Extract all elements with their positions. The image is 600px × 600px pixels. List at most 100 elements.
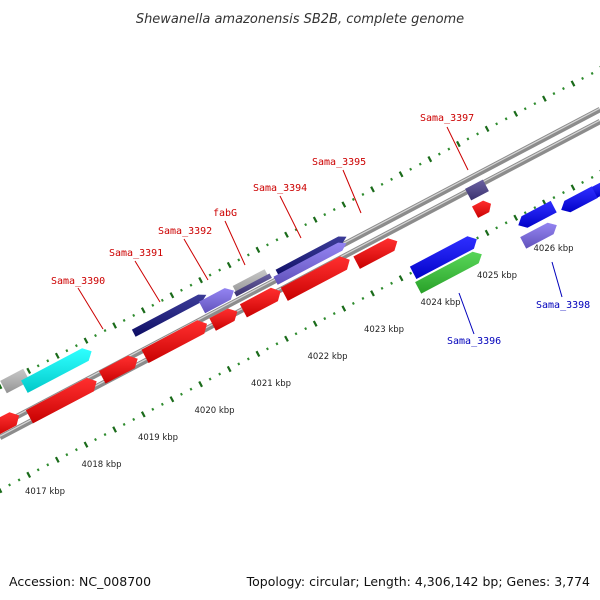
outer-ring-minor-tick: [495, 122, 499, 126]
inner-ring-minor-tick: [237, 362, 241, 366]
outer-ring-major-tick: [169, 292, 175, 299]
inner-ring-minor-tick: [151, 407, 155, 411]
outer-ring-major-tick: [312, 216, 318, 223]
inner-ring-minor-tick: [294, 332, 298, 336]
inner-ring-minor-tick: [533, 206, 537, 210]
inner-ring-minor-tick: [476, 236, 479, 240]
outer-ring-major-tick: [570, 80, 576, 87]
inner-ring-major-tick: [83, 441, 89, 448]
scale-label-4025-kbp: 4025 kbp: [477, 271, 517, 281]
inner-ring-major-tick: [169, 396, 175, 403]
outer-ring-minor-tick: [46, 359, 50, 363]
outer-ring-minor-tick: [266, 243, 269, 247]
scale-label-4019-kbp: 4019 kbp: [138, 433, 178, 443]
outer-ring-major-tick: [341, 201, 347, 208]
inner-ring-minor-tick: [36, 468, 40, 472]
inner-ring-major-tick: [226, 365, 232, 373]
inner-ring-minor-tick: [275, 342, 279, 346]
outer-ring-minor-tick: [380, 182, 384, 186]
leader-line-fabg: [224, 220, 246, 266]
outer-ring-minor-tick: [122, 318, 126, 322]
inner-ring-minor-tick: [266, 347, 269, 351]
outer-ring-minor-tick: [351, 197, 355, 201]
outer-ring-minor-tick: [132, 313, 136, 317]
inner-ring-minor-tick: [361, 296, 365, 300]
outer-ring-major-tick: [284, 231, 289, 238]
gene-label-sama_3395: Sama_3395: [312, 157, 366, 168]
scale-label-4020-kbp: 4020 kbp: [195, 406, 235, 416]
outer-ring-minor-tick: [390, 177, 393, 181]
leader-line-sama_3394: [279, 195, 302, 239]
outer-ring-minor-tick: [275, 238, 279, 242]
outer-ring-minor-tick: [237, 258, 241, 262]
gene-lower-blue-c-shading: [561, 186, 598, 213]
gene-label-sama_3391: Sama_3391: [109, 248, 163, 259]
outer-ring-major-tick: [0, 383, 3, 390]
inner-ring-minor-tick: [590, 175, 594, 179]
outer-ring-minor-tick: [562, 87, 565, 91]
inner-ring-minor-tick: [323, 317, 327, 321]
inner-ring-major-tick: [312, 320, 318, 327]
gene-lower-lavender-sama3398-shading: [520, 222, 557, 249]
gene-upper-red-small-shading: [472, 200, 491, 218]
inner-ring-minor-tick: [581, 180, 584, 184]
gene-red-6-shading: [239, 287, 281, 318]
accession-text: Accession: NC_008700: [9, 574, 151, 589]
inner-ring-minor-tick: [380, 286, 384, 290]
gene-features: [0, 179, 600, 435]
outer-ring-minor-tick: [466, 137, 470, 141]
gene-red-3-shading: [99, 355, 138, 384]
scale-label-4017-kbp: 4017 kbp: [25, 487, 65, 497]
outer-ring-minor-tick: [552, 92, 556, 96]
inner-ring-minor-tick: [189, 387, 193, 391]
map-title: Shewanella amazonensis SB2B, complete ge…: [136, 12, 464, 27]
outer-ring-minor-tick: [94, 334, 97, 338]
scale-label-4022-kbp: 4022 kbp: [308, 352, 348, 362]
outer-ring-major-tick: [542, 95, 547, 102]
outer-ring-minor-tick: [332, 208, 336, 212]
scale-label-4021-kbp: 4021 kbp: [251, 379, 291, 389]
outer-ring-minor-tick: [74, 344, 78, 348]
outer-ring-major-tick: [112, 322, 117, 329]
outer-ring-minor-tick: [323, 213, 327, 217]
outer-ring-major-tick: [226, 261, 232, 269]
inner-ring-minor-tick: [122, 422, 126, 426]
gene-lower-blue-a-shading: [409, 236, 477, 279]
gene-upper-slate-strip-shading: [234, 273, 272, 297]
scale-label-4018-kbp: 4018 kbp: [82, 460, 122, 470]
outer-ring-minor-tick: [437, 152, 441, 156]
outer-ring-major-tick: [398, 171, 404, 178]
outer-ring-major-tick: [140, 307, 146, 314]
gene-label-sama_3390: Sama_3390: [51, 276, 105, 287]
inner-ring-minor-tick: [552, 196, 556, 200]
inner-ring-major-tick: [484, 229, 490, 237]
inner-ring-minor-tick: [562, 191, 565, 195]
gene-upper-cyan-shading: [21, 348, 92, 393]
outer-ring-minor-tick: [294, 228, 298, 232]
gene-upper-red-sama3395-shading: [353, 238, 398, 269]
inner-ring-minor-tick: [504, 221, 508, 225]
inner-ring-major-tick: [284, 335, 289, 342]
inner-ring-major-tick: [0, 487, 3, 494]
inner-ring-major-tick: [341, 305, 347, 312]
outer-ring-minor-tick: [160, 298, 164, 302]
genome-stats-text: Topology: circular; Length: 4,306,142 bp…: [246, 574, 590, 589]
outer-ring-minor-tick: [523, 107, 527, 111]
outer-ring-minor-tick: [218, 268, 222, 272]
outer-ring-major-tick: [427, 155, 433, 163]
outer-ring-minor-tick: [208, 273, 212, 277]
gene-red-4-shading: [141, 320, 207, 363]
leader-line-sama_3396: [458, 292, 475, 335]
outer-ring-major-tick: [198, 276, 203, 284]
leader-line-sama_3390: [77, 287, 104, 330]
inner-ring-major-tick: [570, 184, 576, 191]
inner-ring-major-tick: [398, 275, 404, 282]
gene-upper-grey-left-shading: [0, 368, 30, 394]
outer-ring-minor-tick: [581, 76, 584, 80]
leader-line-sama_3395: [342, 169, 362, 214]
outer-ring-major-tick: [255, 246, 261, 254]
gene-label-sama_3392: Sama_3392: [158, 226, 212, 237]
outer-ring-major-tick: [83, 337, 89, 344]
outer-ring-minor-tick: [418, 162, 422, 166]
leader-line-sama_3398: [551, 261, 563, 298]
